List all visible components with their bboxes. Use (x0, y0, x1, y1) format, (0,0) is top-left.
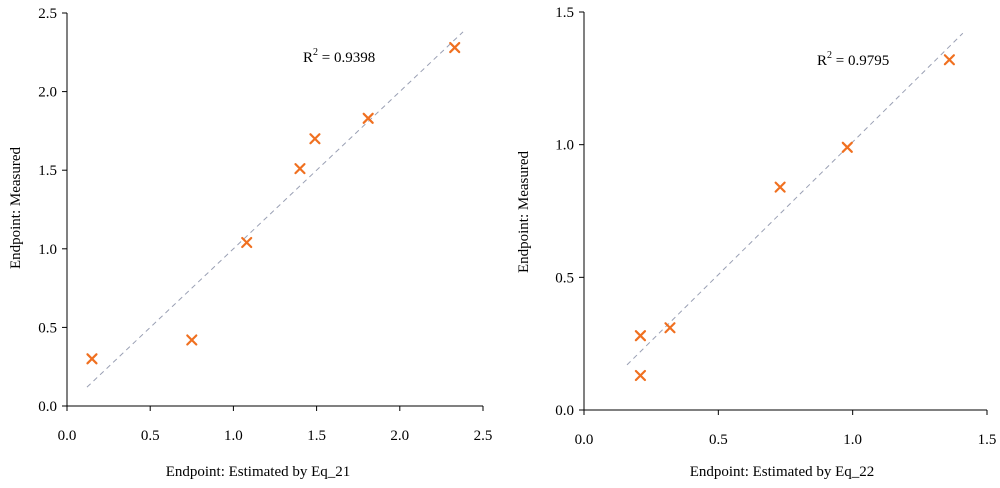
x-tick-label: 0.0 (575, 432, 594, 448)
r-squared-annotation: R2 = 0.9795 (817, 50, 889, 69)
y-tick-label: 0.0 (38, 399, 57, 415)
chart-panel-right: 0.0 0.5 1.0 1.5 0.0 0.5 1.0 1.5 R2 = 0.9795 End… (516, 5, 996, 480)
x-tick-label: 1.5 (978, 432, 997, 448)
data-point (449, 41, 461, 54)
y-tick-label: 0.0 (555, 403, 574, 419)
x-tick-label: 2.5 (474, 428, 493, 444)
x-tick-label: 0.5 (141, 428, 160, 444)
x-tick-label: 0.0 (58, 428, 77, 444)
y-tick-label: 0.5 (555, 270, 574, 286)
data-point (362, 112, 374, 124)
trendline (626, 32, 964, 366)
x-tick-label: 2.0 (390, 428, 409, 444)
x-tick-label: 0.5 (709, 432, 728, 448)
y-axis-title: Endpoint: Measured (8, 146, 24, 269)
data-point (241, 236, 253, 249)
data-point (634, 330, 647, 342)
axis-ticks: 0.0 0.5 1.0 1.5 0.0 0.5 1.0 1.5 (555, 5, 996, 448)
y-axis-title: Endpoint: Measured (516, 150, 532, 273)
data-points (86, 41, 461, 365)
data-point (634, 369, 647, 382)
axis-ticks: 0.0 0.5 1.0 1.5 2.0 2.5 0.0 0.5 1.0 1.5 2.0 2.5 (38, 6, 492, 444)
y-tick-label: 0.5 (38, 320, 57, 336)
data-point (86, 353, 98, 365)
trendline-group (86, 31, 464, 388)
trendline (86, 31, 464, 388)
chart-panel-left: 0.0 0.5 1.0 1.5 2.0 2.5 0.0 0.5 1.0 1.5 2.0 2.5 R2 … (8, 6, 492, 480)
x-tick-label: 1.0 (843, 432, 862, 448)
x-tick-label: 1.5 (307, 428, 326, 444)
y-tick-label: 2.5 (38, 6, 57, 22)
y-tick-label: 1.5 (38, 163, 57, 179)
x-tick-label: 1.0 (224, 428, 243, 444)
y-tick-label: 1.5 (555, 5, 574, 21)
x-axis-title: Endpoint: Estimated by Eq_21 (166, 464, 351, 480)
data-point (309, 133, 321, 145)
data-points (634, 54, 955, 382)
data-point (841, 141, 853, 153)
y-tick-label: 2.0 (38, 85, 57, 101)
r-squared-annotation: R2 = 0.9398 (303, 47, 375, 66)
trendline-group (626, 32, 964, 366)
x-axis-title: Endpoint: Estimated by Eq_22 (690, 464, 875, 480)
y-tick-label: 1.0 (555, 138, 574, 154)
data-point (186, 334, 198, 346)
y-tick-label: 1.0 (38, 242, 57, 258)
data-point (664, 322, 676, 334)
data-point (294, 163, 306, 175)
data-point (774, 181, 786, 193)
data-point (943, 54, 955, 66)
